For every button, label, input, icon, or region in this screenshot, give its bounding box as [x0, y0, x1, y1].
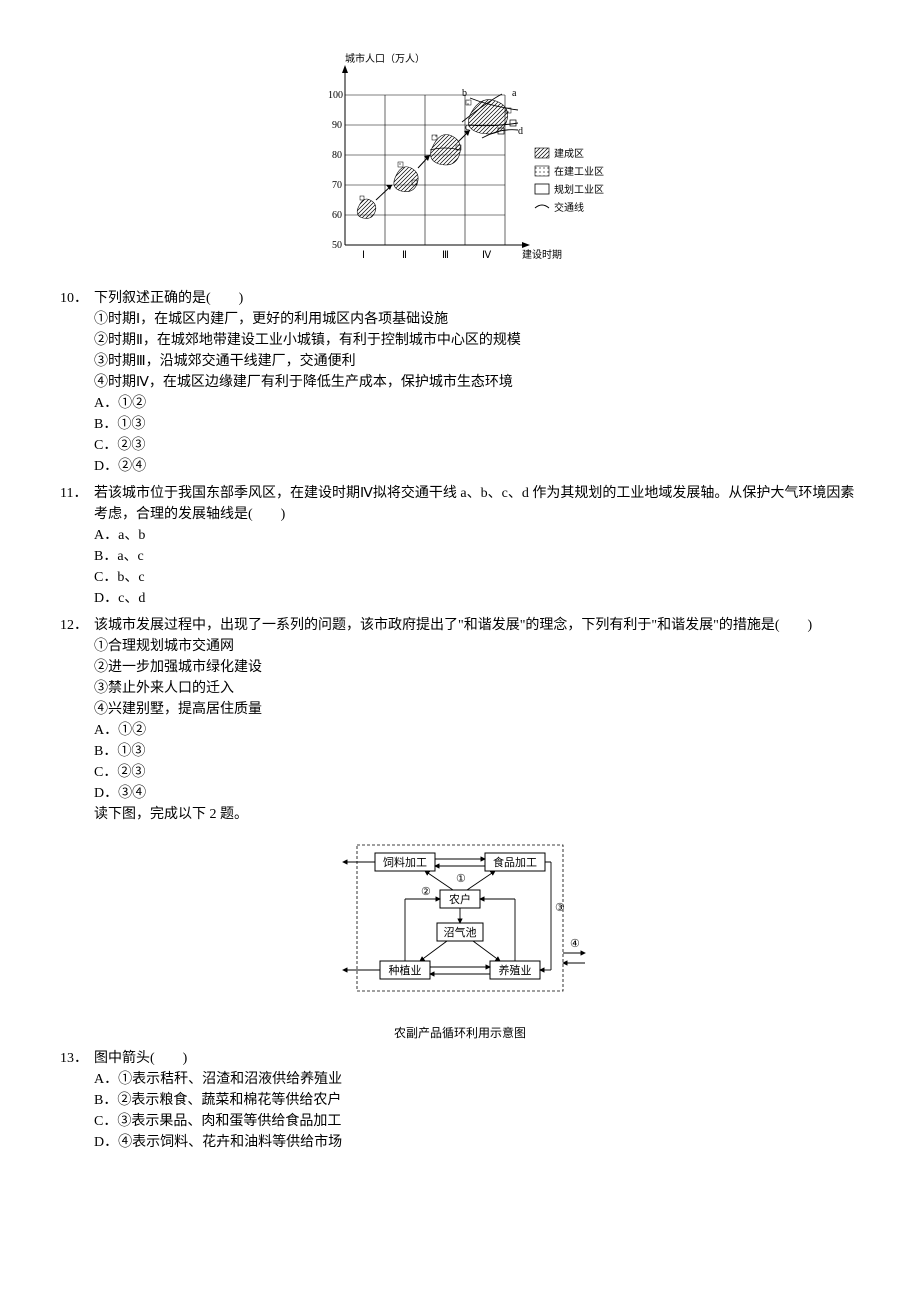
- question-11: 11． 若该城市位于我国东部季风区，在建设时期Ⅳ拟将交通干线 a、b、c、d 作…: [60, 483, 860, 609]
- recycle-flowchart: 饲料加工 食品加工 农户 沼气池 种植业 养殖业: [60, 835, 860, 1042]
- q10-sub4: ④时期Ⅳ，在城区边缘建厂有利于降低生产成本，保护城市生态环境: [60, 372, 860, 393]
- ytick-70: 70: [332, 180, 342, 191]
- q11-opt-b: B．a、c: [60, 546, 860, 567]
- chart1-svg: 城市人口（万人） 50 60 70 80 90 100 Ⅰ Ⅱ Ⅲ Ⅳ 建设时期: [310, 50, 610, 275]
- q10-opt-d: D．②④: [60, 456, 860, 477]
- node-farmer: 农户: [449, 892, 471, 906]
- xtick-4: Ⅳ: [482, 250, 492, 261]
- chart2-caption: 农副产品循环利用示意图: [60, 1024, 860, 1042]
- q12-number: 12．: [60, 615, 94, 636]
- q12-tail: 读下图，完成以下 2 题。: [60, 804, 860, 825]
- ytick-90: 90: [332, 120, 342, 131]
- xtick-1: Ⅰ: [362, 250, 365, 261]
- node-plant: 种植业: [389, 963, 422, 977]
- q12-stem: 该城市发展过程中，出现了一系列的问题，该市政府提出了"和谐发展"的理念，下列有利…: [94, 615, 860, 636]
- axis-b: b: [462, 88, 467, 99]
- legend-traffic: 交通线: [554, 201, 584, 214]
- q11-number: 11．: [60, 483, 94, 525]
- edge-label-4: ④: [570, 938, 580, 950]
- ytick-100: 100: [328, 90, 343, 101]
- q10-opt-b: B．①③: [60, 414, 860, 435]
- q12-sub4: ④兴建别墅，提高居住质量: [60, 699, 860, 720]
- axis-a: a: [512, 88, 517, 99]
- node-breed: 养殖业: [499, 963, 532, 977]
- q10-sub1: ①时期Ⅰ，在城区内建厂，更好的利用城区内各项基础设施: [60, 309, 860, 330]
- q10-sub2: ②时期Ⅱ，在城郊地带建设工业小城镇，有利于控制城市中心区的规模: [60, 330, 860, 351]
- question-13: 13． 图中箭头( ) A．①表示秸秆、沼渣和沼液供给养殖业 B．②表示粮食、蔬…: [60, 1048, 860, 1153]
- q13-stem: 图中箭头( ): [94, 1048, 860, 1069]
- q12-sub3: ③禁止外来人口的迁入: [60, 678, 860, 699]
- q12-opt-d: D．③④: [60, 783, 860, 804]
- chart2-svg: 饲料加工 食品加工 农户 沼气池 种植业 养殖业: [325, 835, 595, 1015]
- y-axis-label: 城市人口（万人）: [345, 52, 425, 65]
- legend-built: 建成区: [554, 147, 584, 160]
- q13-opt-d: D．④表示饲料、花卉和油料等供给市场: [60, 1132, 860, 1153]
- question-10: 10． 下列叙述正确的是( ) ①时期Ⅰ，在城区内建厂，更好的利用城区内各项基础…: [60, 288, 860, 477]
- q13-opt-b: B．②表示粮食、蔬菜和棉花等供给农户: [60, 1090, 860, 1111]
- edge-label-2: ②: [421, 886, 431, 898]
- q10-number: 10．: [60, 288, 94, 309]
- q13-number: 13．: [60, 1048, 94, 1069]
- legend-building: 在建工业区: [554, 165, 604, 178]
- q10-opt-a: A．①②: [60, 393, 860, 414]
- q12-sub1: ①合理规划城市交通网: [60, 636, 860, 657]
- axis-d: d: [518, 126, 523, 137]
- x-axis-label: 建设时期: [522, 248, 562, 261]
- ytick-80: 80: [332, 150, 342, 161]
- q13-opt-c: C．③表示果品、肉和蛋等供给食品加工: [60, 1111, 860, 1132]
- ytick-50: 50: [332, 240, 342, 251]
- q10-opt-c: C．②③: [60, 435, 860, 456]
- city-population-chart: 城市人口（万人） 50 60 70 80 90 100 Ⅰ Ⅱ Ⅲ Ⅳ 建设时期: [60, 50, 860, 282]
- xtick-3: Ⅲ: [442, 250, 449, 261]
- edge-label-1: ①: [456, 873, 466, 885]
- q12-opt-a: A．①②: [60, 720, 860, 741]
- xtick-2: Ⅱ: [402, 250, 407, 261]
- q10-sub3: ③时期Ⅲ，沿城郊交通干线建厂，交通便利: [60, 351, 860, 372]
- q11-opt-d: D．c、d: [60, 588, 860, 609]
- node-feed: 饲料加工: [383, 855, 427, 869]
- q12-opt-b: B．①③: [60, 741, 860, 762]
- q10-stem: 下列叙述正确的是( ): [94, 288, 860, 309]
- edge-label-3: ③: [555, 902, 565, 914]
- q12-sub2: ②进一步加强城市绿化建设: [60, 657, 860, 678]
- q11-opt-c: C．b、c: [60, 567, 860, 588]
- q11-stem: 若该城市位于我国东部季风区，在建设时期Ⅳ拟将交通干线 a、b、c、d 作为其规划…: [94, 483, 860, 525]
- q12-opt-c: C．②③: [60, 762, 860, 783]
- legend-planned: 规划工业区: [554, 183, 604, 196]
- q13-opt-a: A．①表示秸秆、沼渣和沼液供给养殖业: [60, 1069, 860, 1090]
- question-12: 12． 该城市发展过程中，出现了一系列的问题，该市政府提出了"和谐发展"的理念，…: [60, 615, 860, 825]
- node-food: 食品加工: [493, 855, 537, 869]
- node-biogas: 沼气池: [444, 925, 477, 939]
- q11-opt-a: A．a、b: [60, 525, 860, 546]
- ytick-60: 60: [332, 210, 342, 221]
